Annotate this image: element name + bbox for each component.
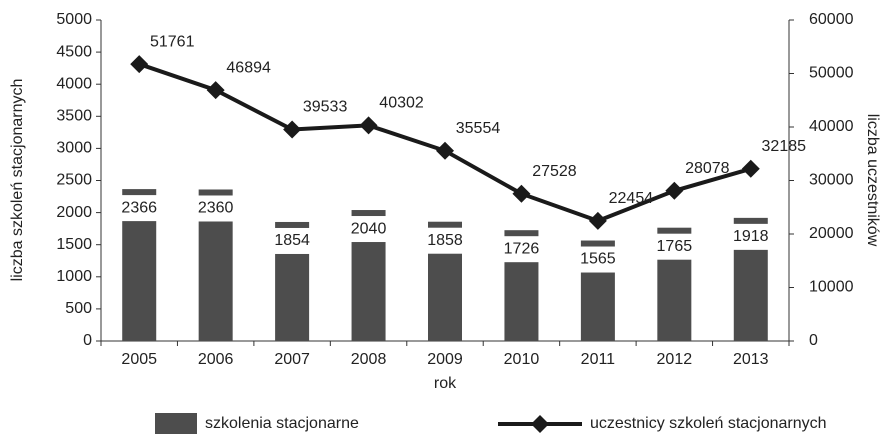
line-marker bbox=[130, 55, 149, 74]
y-tick-label: 2500 bbox=[56, 172, 92, 189]
y-tick-label: 3000 bbox=[56, 140, 92, 157]
y-tick-label: 4000 bbox=[56, 75, 92, 92]
y2-tick-label: 20000 bbox=[809, 225, 854, 242]
bar-label: 1565 bbox=[580, 251, 616, 268]
x-tick-label: 2010 bbox=[504, 351, 540, 368]
x-tick-label: 2006 bbox=[198, 351, 234, 368]
line-marker bbox=[588, 211, 607, 230]
y-tick-label: 5000 bbox=[56, 11, 92, 28]
bar-label-bg bbox=[112, 195, 167, 222]
y-tick-label: 1000 bbox=[56, 268, 92, 285]
x-tick-label: 2007 bbox=[274, 351, 310, 368]
bar-label: 1726 bbox=[504, 240, 540, 257]
y-tick-label: 2000 bbox=[56, 204, 92, 221]
y2-tick-label: 10000 bbox=[809, 279, 854, 296]
line-label: 22454 bbox=[609, 190, 654, 207]
line-label: 46894 bbox=[226, 59, 271, 76]
y2-tick-label: 50000 bbox=[809, 65, 854, 82]
bar-label-bg bbox=[265, 227, 320, 254]
legend-swatch bbox=[155, 413, 197, 434]
y2-tick-label: 30000 bbox=[809, 172, 854, 189]
y2-tick-label: 60000 bbox=[809, 11, 854, 28]
bar-label-bg bbox=[418, 227, 472, 254]
line-label: 40302 bbox=[379, 95, 424, 112]
bar-label-bg bbox=[723, 223, 778, 250]
x-tick-label: 2009 bbox=[427, 351, 463, 368]
line-label: 27528 bbox=[532, 163, 577, 180]
y-tick-label: 500 bbox=[65, 300, 92, 317]
bar-label-bg bbox=[570, 246, 625, 273]
line-marker bbox=[665, 181, 684, 200]
y2-axis-title: liczba uczestników bbox=[864, 114, 881, 247]
y-axis-title: liczba szkoleń stacjonarnych bbox=[9, 79, 26, 282]
bar-label: 1765 bbox=[657, 238, 693, 255]
legend-marker bbox=[531, 415, 549, 433]
bar-label: 2040 bbox=[351, 220, 387, 237]
x-tick-label: 2008 bbox=[351, 351, 387, 368]
legend-label: szkolenia stacjonarne bbox=[205, 415, 359, 432]
x-tick-label: 2005 bbox=[121, 351, 157, 368]
line-marker bbox=[436, 141, 454, 160]
bar-label: 1858 bbox=[427, 232, 463, 249]
line-marker bbox=[741, 159, 760, 178]
x-tick-label: 2012 bbox=[657, 351, 693, 368]
bar-label: 1854 bbox=[274, 232, 310, 249]
x-tick-label: 2013 bbox=[733, 351, 769, 368]
line-marker bbox=[283, 120, 302, 139]
line-label: 39533 bbox=[303, 99, 348, 116]
bar-label: 2366 bbox=[121, 199, 157, 216]
y-tick-label: 3500 bbox=[56, 108, 92, 125]
y2-tick-label: 0 bbox=[809, 332, 818, 349]
x-axis-title: rok bbox=[434, 375, 457, 392]
line-marker bbox=[359, 116, 378, 135]
bar-label-bg bbox=[341, 216, 396, 243]
legend-label: uczestnicy szkoleń stacjonarnych bbox=[590, 415, 827, 432]
y-tick-label: 1500 bbox=[56, 236, 92, 253]
line-label: 35554 bbox=[456, 120, 501, 137]
y-tick-label: 4500 bbox=[56, 43, 92, 60]
bar-label-bg bbox=[188, 195, 243, 222]
bar-label: 1918 bbox=[733, 228, 769, 245]
line-label: 28078 bbox=[685, 160, 730, 177]
bar-label-bg bbox=[494, 236, 549, 263]
x-tick-label: 2011 bbox=[581, 351, 616, 368]
line-label: 32185 bbox=[762, 138, 807, 155]
y-tick-label: 0 bbox=[83, 332, 92, 349]
bar-label-bg bbox=[647, 233, 702, 260]
y2-tick-label: 40000 bbox=[809, 118, 854, 135]
bar-label: 2360 bbox=[198, 200, 234, 217]
line-marker bbox=[512, 184, 531, 203]
line-label: 51761 bbox=[150, 33, 195, 50]
line-marker bbox=[206, 81, 225, 100]
